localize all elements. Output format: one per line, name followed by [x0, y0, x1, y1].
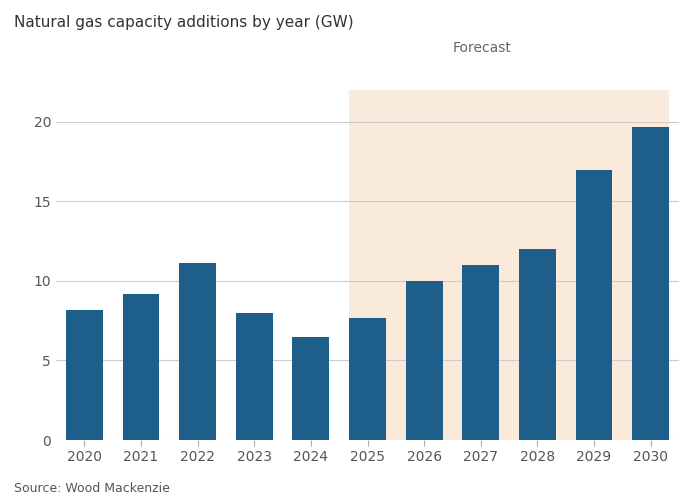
Bar: [349, 90, 669, 440]
Bar: [293, 336, 329, 440]
Bar: [406, 281, 442, 440]
Bar: [179, 264, 216, 440]
Bar: [66, 310, 103, 440]
Bar: [632, 126, 669, 440]
Text: Natural gas capacity additions by year (GW): Natural gas capacity additions by year (…: [14, 15, 354, 30]
Bar: [236, 312, 272, 440]
Bar: [575, 170, 612, 440]
Bar: [463, 265, 499, 440]
Bar: [519, 249, 556, 440]
Text: Source: Wood Mackenzie: Source: Wood Mackenzie: [14, 482, 170, 495]
Text: Forecast: Forecast: [453, 41, 512, 55]
Bar: [122, 294, 160, 440]
Bar: [349, 318, 386, 440]
